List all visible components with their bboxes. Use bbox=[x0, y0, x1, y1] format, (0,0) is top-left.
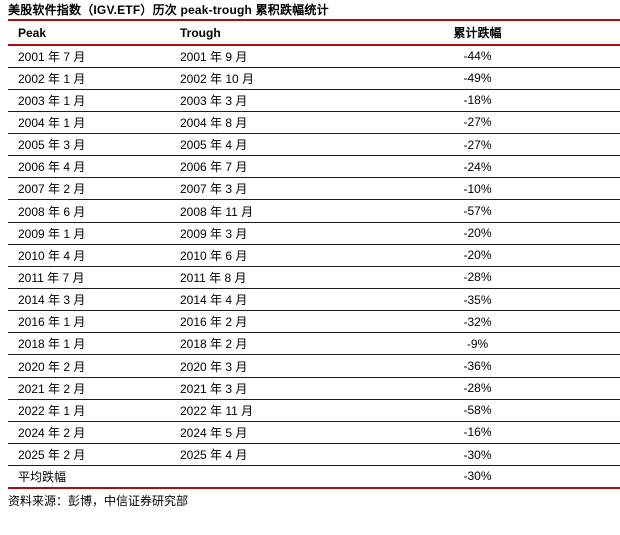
drawdown-cell: -58% bbox=[463, 403, 492, 418]
trough-cell: 2020 年 3 月 bbox=[180, 359, 248, 374]
trough-cell: 2011 年 8 月 bbox=[180, 270, 247, 285]
peak-cell: 2018 年 1 月 bbox=[18, 337, 86, 352]
peak-cell: 2004 年 1 月 bbox=[18, 115, 86, 130]
table-row: 2003 年 1 月 2003 年 3 月 -18% bbox=[8, 89, 620, 112]
table-row: 2022 年 1 月 2022 年 11 月 -58% bbox=[8, 399, 620, 422]
summary-value: -30% bbox=[463, 469, 492, 484]
trough-cell: 2018 年 2 月 bbox=[180, 337, 248, 352]
drawdown-cell: -27% bbox=[463, 137, 492, 152]
drawdown-cell: -49% bbox=[463, 71, 492, 86]
peak-cell: 2024 年 2 月 bbox=[18, 425, 86, 440]
col-header-trough: Trough bbox=[180, 25, 221, 40]
table-row: 2020 年 2 月 2020 年 3 月 -36% bbox=[8, 355, 620, 378]
peak-cell: 2005 年 3 月 bbox=[18, 138, 86, 153]
source-note: 资料来源：彭博，中信证券研究部 bbox=[8, 493, 189, 508]
peak-cell: 2014 年 3 月 bbox=[18, 293, 86, 308]
peak-cell: 2007 年 2 月 bbox=[18, 182, 86, 197]
trough-cell: 2004 年 8 月 bbox=[180, 115, 248, 130]
trough-cell: 2016 年 2 月 bbox=[180, 315, 248, 330]
drawdown-cell: -20% bbox=[463, 248, 492, 263]
table-row: 2008 年 6 月 2008 年 11 月 -57% bbox=[8, 200, 620, 223]
drawdown-cell: -28% bbox=[463, 270, 492, 285]
table-row: 2004 年 1 月 2004 年 8 月 -27% bbox=[8, 111, 620, 134]
trough-cell: 2022 年 11 月 bbox=[180, 403, 254, 418]
col-header-peak: Peak bbox=[18, 25, 47, 40]
drawdown-cell: -20% bbox=[463, 226, 492, 241]
summary-label: 平均跌幅 bbox=[18, 469, 67, 484]
table-title: 美股软件指数（IGV.ETF）历次 peak-trough 累积跌幅统计 bbox=[8, 3, 329, 17]
peak-cell: 2009 年 1 月 bbox=[18, 226, 86, 241]
peak-cell: 2022 年 1 月 bbox=[18, 403, 86, 418]
trough-cell: 2021 年 3 月 bbox=[180, 381, 248, 396]
drawdown-cell: -9% bbox=[466, 336, 489, 351]
header-row: Peak Trough 累计跌幅 bbox=[8, 20, 620, 45]
peak-cell: 2020 年 2 月 bbox=[18, 359, 86, 374]
peak-cell: 2025 年 2 月 bbox=[18, 448, 86, 463]
table-row: 2025 年 2 月 2025 年 4 月 -30% bbox=[8, 444, 620, 466]
trough-cell: 2007 年 3 月 bbox=[180, 182, 248, 197]
table-row: 2005 年 3 月 2005 年 4 月 -27% bbox=[8, 134, 620, 156]
drawdown-cell: -16% bbox=[463, 425, 492, 440]
drawdown-cell: -32% bbox=[463, 314, 492, 329]
peak-cell: 2001 年 7 月 bbox=[18, 49, 86, 64]
peak-cell: 2010 年 4 月 bbox=[18, 248, 86, 263]
drawdown-table: Peak Trough 累计跌幅 2001 年 7 月 2001 年 9 月 -… bbox=[8, 19, 620, 489]
peak-cell: 2011 年 7 月 bbox=[18, 270, 85, 285]
trough-cell: 2014 年 4 月 bbox=[180, 293, 248, 308]
trough-cell: 2025 年 4 月 bbox=[180, 448, 248, 463]
table-row: 2011 年 7 月 2011 年 8 月 -28% bbox=[8, 266, 620, 289]
table-row: 2009 年 1 月 2009 年 3 月 -20% bbox=[8, 222, 620, 245]
table-row: 2021 年 2 月 2021 年 3 月 -28% bbox=[8, 377, 620, 400]
drawdown-cell: -44% bbox=[463, 49, 492, 64]
peak-cell: 2008 年 6 月 bbox=[18, 204, 86, 219]
drawdown-cell: -36% bbox=[463, 359, 492, 374]
table-row: 2001 年 7 月 2001 年 9 月 -44% bbox=[8, 45, 620, 68]
table-row: 2002 年 1 月 2002 年 10 月 -49% bbox=[8, 67, 620, 90]
table-row: 2016 年 1 月 2016 年 2 月 -32% bbox=[8, 311, 620, 333]
trough-cell: 2003 年 3 月 bbox=[180, 93, 248, 108]
col-header-drawdown: 累计跌幅 bbox=[453, 26, 502, 40]
table-row: 2018 年 1 月 2018 年 2 月 -9% bbox=[8, 333, 620, 355]
trough-cell: 2008 年 11 月 bbox=[180, 204, 254, 219]
peak-cell: 2002 年 1 月 bbox=[18, 71, 86, 86]
table-row: 2014 年 3 月 2014 年 4 月 -35% bbox=[8, 289, 620, 311]
table-row: 2007 年 2 月 2007 年 3 月 -10% bbox=[8, 178, 620, 200]
summary-empty-cell bbox=[170, 466, 335, 488]
trough-cell: 2006 年 7 月 bbox=[180, 160, 248, 175]
peak-cell: 2016 年 1 月 bbox=[18, 315, 86, 330]
peak-cell: 2003 年 1 月 bbox=[18, 93, 86, 108]
trough-cell: 2024 年 5 月 bbox=[180, 425, 248, 440]
drawdown-cell: -28% bbox=[463, 381, 492, 396]
drawdown-cell: -57% bbox=[463, 204, 492, 219]
drawdown-cell: -10% bbox=[463, 181, 492, 196]
peak-cell: 2021 年 2 月 bbox=[18, 381, 86, 396]
summary-row: 平均跌幅 -30% bbox=[8, 466, 620, 488]
trough-cell: 2005 年 4 月 bbox=[180, 138, 248, 153]
table-row: 2010 年 4 月 2010 年 6 月 -20% bbox=[8, 244, 620, 267]
table-row: 2024 年 2 月 2024 年 5 月 -16% bbox=[8, 421, 620, 444]
table-row: 2006 年 4 月 2006 年 7 月 -24% bbox=[8, 156, 620, 178]
drawdown-cell: -27% bbox=[463, 115, 492, 130]
peak-cell: 2006 年 4 月 bbox=[18, 160, 86, 175]
trough-cell: 2001 年 9 月 bbox=[180, 49, 248, 64]
drawdown-cell: -18% bbox=[463, 93, 492, 108]
trough-cell: 2009 年 3 月 bbox=[180, 226, 248, 241]
trough-cell: 2010 年 6 月 bbox=[180, 248, 248, 263]
drawdown-cell: -30% bbox=[463, 447, 492, 462]
trough-cell: 2002 年 10 月 bbox=[180, 71, 255, 86]
drawdown-cell: -24% bbox=[463, 159, 492, 174]
drawdown-cell: -35% bbox=[463, 292, 492, 307]
